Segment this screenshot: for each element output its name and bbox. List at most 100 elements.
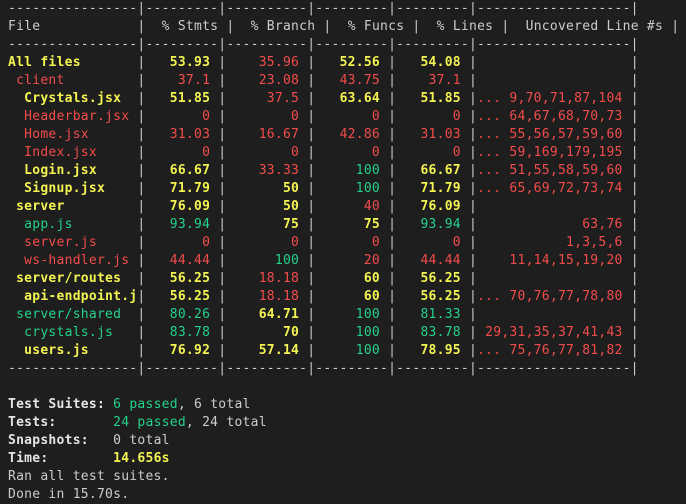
file-name: ws-handler.js — [8, 253, 138, 268]
column-divider: | — [388, 127, 397, 142]
column-divider: | — [307, 127, 316, 142]
column-divider: | — [137, 145, 146, 160]
column-divider: | — [468, 271, 478, 286]
cell-lines: 83.78 — [396, 325, 469, 340]
column-divider: | — [468, 289, 478, 304]
coverage-table: ----------------|---------|----------|--… — [8, 0, 686, 378]
column-divider: | — [388, 73, 397, 88]
cell-lines: 51.85 — [396, 91, 469, 106]
cell-lines: 56.25 — [396, 289, 469, 304]
cell-stmts: 66.67 — [145, 163, 219, 178]
cell-uncovered: ... 55,56,57,59,60 — [477, 127, 631, 142]
snapshots-gap — [89, 433, 113, 448]
column-divider: | — [630, 199, 639, 214]
column-divider: | — [671, 19, 680, 34]
cell-uncovered: ... 70,76,77,78,80 — [477, 289, 631, 304]
table-row: crystals.js | 83.78 | 70 | 100 | 83.78 |… — [8, 324, 686, 342]
column-divider: | — [307, 343, 316, 358]
file-name: Signup.jsx — [8, 181, 138, 196]
table-row: server.js | 0 | 0 | 0 | 0 | 1,3,5,6 | — [8, 234, 686, 252]
cell-uncovered — [477, 307, 631, 322]
column-divider: | — [307, 145, 316, 160]
blank-line — [8, 378, 686, 396]
column-divider: | — [137, 307, 146, 322]
tests-label: Tests: — [8, 415, 57, 430]
cell-uncovered: ... 51,55,58,59,60 — [477, 163, 631, 178]
cell-stmts: 76.92 — [145, 343, 219, 358]
cell-funcs: 75 — [315, 217, 389, 232]
column-divider: | — [630, 217, 639, 232]
column-divider: | — [137, 109, 146, 124]
cell-lines: 54.08 — [396, 55, 469, 70]
column-divider: | — [218, 199, 227, 214]
column-divider: | — [468, 55, 478, 70]
snapshots-label: Snapshots: — [8, 433, 89, 448]
column-divider: | — [137, 217, 146, 232]
file-name: server/routes — [8, 271, 138, 286]
column-header: % Lines — [420, 19, 502, 34]
column-divider: | — [137, 91, 146, 106]
column-divider: | — [307, 91, 316, 106]
column-divider: | — [137, 289, 146, 304]
column-divider: | — [388, 217, 397, 232]
table-row: Index.jsx | 0 | 0 | 0 | 0 |... 59,169,17… — [8, 144, 686, 162]
cell-lines: 31.03 — [396, 127, 469, 142]
test-suites-passed: 6 passed — [113, 397, 178, 412]
column-divider: | — [307, 289, 316, 304]
column-divider: | — [388, 91, 397, 106]
tests-total: , 24 total — [185, 415, 267, 430]
column-divider: | — [388, 163, 397, 178]
cell-uncovered — [477, 271, 631, 286]
cell-uncovered: 1,3,5,6 — [477, 235, 631, 250]
table-row: app.js | 93.94 | 75 | 75 | 93.94 | 63,76… — [8, 216, 686, 234]
summary-tests: Tests: 24 passed, 24 total — [8, 414, 686, 432]
column-divider: | — [218, 325, 227, 340]
column-divider: | — [468, 127, 478, 142]
cell-branch: 37.5 — [226, 91, 308, 106]
cell-branch: 57.14 — [226, 343, 308, 358]
column-divider: | — [468, 145, 478, 160]
file-name: users.js — [8, 343, 138, 358]
cell-lines: 81.33 — [396, 307, 469, 322]
summary-time: Time: 14.656s — [8, 450, 686, 468]
cell-stmts: 37.1 — [145, 73, 219, 88]
column-divider: | — [412, 19, 421, 34]
cell-funcs: 100 — [315, 181, 389, 196]
column-divider: | — [137, 163, 146, 178]
cell-funcs: 100 — [315, 163, 389, 178]
cell-uncovered: ... 65,69,72,73,74 — [477, 181, 631, 196]
column-divider: | — [218, 55, 227, 70]
column-divider: | — [226, 19, 235, 34]
column-divider: | — [137, 271, 146, 286]
column-divider: | — [137, 343, 146, 358]
ran-all-text: Ran all test suites. — [8, 469, 170, 484]
column-divider: | — [388, 325, 397, 340]
column-divider: | — [307, 307, 316, 322]
column-divider: | — [468, 163, 478, 178]
file-name: crystals.js — [8, 325, 138, 340]
column-divider: | — [307, 217, 316, 232]
cell-uncovered — [477, 73, 631, 88]
cell-stmts: 56.25 — [145, 271, 219, 286]
cell-branch: 64.71 — [226, 307, 308, 322]
column-divider: | — [218, 181, 227, 196]
cell-branch: 75 — [226, 217, 308, 232]
file-name: app.js — [8, 217, 138, 232]
column-divider: | — [468, 307, 478, 322]
column-header: File — [8, 19, 138, 34]
cell-funcs: 42.86 — [315, 127, 389, 142]
cell-branch: 18.18 — [226, 271, 308, 286]
cell-branch: 16.67 — [226, 127, 308, 142]
cell-lines: 93.94 — [396, 217, 469, 232]
summary-test-suites: Test Suites: 6 passed, 6 total — [8, 396, 686, 414]
time-value: 14.656s — [113, 451, 170, 466]
cell-stmts: 0 — [145, 235, 219, 250]
column-divider: | — [218, 289, 227, 304]
column-divider: | — [307, 181, 316, 196]
table-row: Login.jsx | 66.67 | 33.33 | 100 | 66.67 … — [8, 162, 686, 180]
column-divider: | — [137, 235, 146, 250]
table-row: api-endpoint.j| 56.25 | 18.18 | 60 | 56.… — [8, 288, 686, 306]
cell-stmts: 51.85 — [145, 91, 219, 106]
column-divider: | — [388, 307, 397, 322]
cell-branch: 33.33 — [226, 163, 308, 178]
